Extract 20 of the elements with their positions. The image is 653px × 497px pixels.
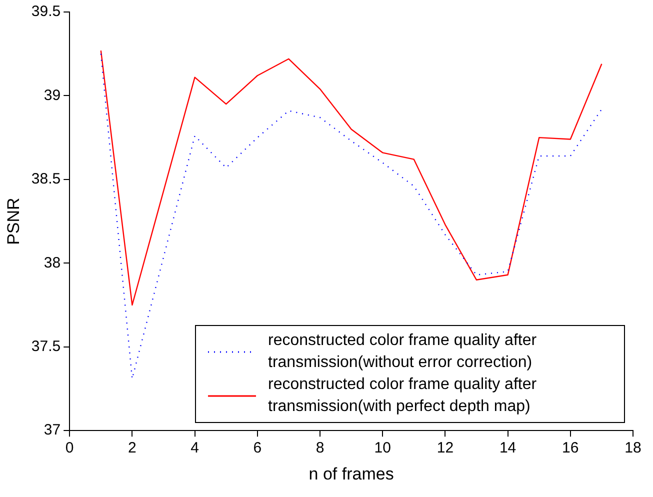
x-tick-label: 12 [436,440,454,457]
x-tick-label: 14 [499,440,516,457]
x-tick-label: 0 [65,440,74,457]
x-tick-label: 10 [374,440,391,457]
x-tick-label: 16 [562,440,579,457]
x-tick-label: 18 [624,440,642,457]
y-tick-label: 39.5 [31,3,61,20]
y-tick-label: 38.5 [31,170,61,188]
y-tick-label: 38 [44,254,61,272]
x-tick-label: 2 [128,440,136,457]
legend-label: reconstructed color frame quality after transmission(with perfect depth map) [268,374,538,417]
x-axis-title: n of frames [308,464,394,484]
x-tick-label: 4 [190,440,199,457]
y-tick-label: 39 [44,86,61,104]
y-axis-title: PSNR [4,198,23,245]
x-tick-label: 8 [316,440,324,457]
y-tick-label: 37 [44,422,61,439]
legend-label: reconstructed color frame quality after transmission(without error correction) [268,330,538,373]
x-tick-label: 6 [253,440,262,457]
y-tick-label: 37.5 [31,338,61,356]
